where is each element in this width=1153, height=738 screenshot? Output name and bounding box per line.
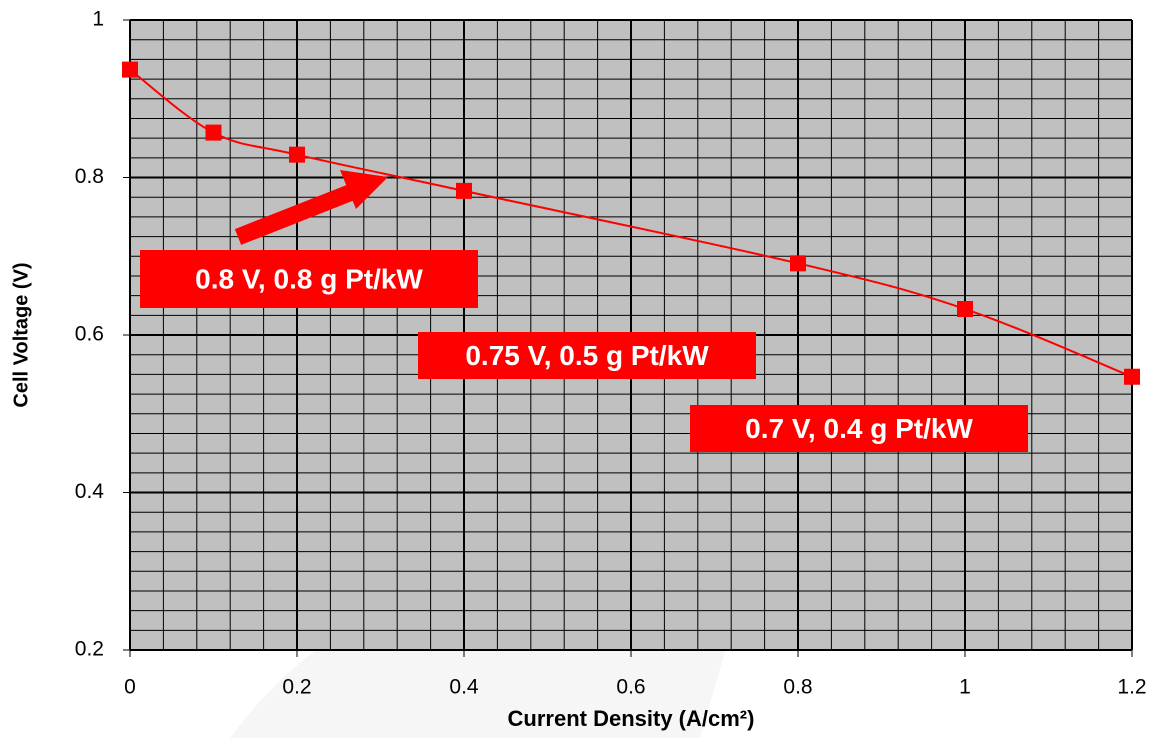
- x-tick-label: 0.2: [282, 676, 311, 699]
- annotation-text: 0.7 V, 0.4 g Pt/kW: [745, 413, 973, 444]
- annotation-box: [140, 250, 478, 308]
- annotations: 0.8 V, 0.8 g Pt/kW 0.75 V, 0.5 g Pt/kW 0.7…: [140, 170, 1028, 452]
- x-axis-label: Current Density (A/cm²): [508, 706, 755, 731]
- x-tick-label: 0: [124, 676, 136, 699]
- data-point: [957, 301, 973, 318]
- x-tick-label: 0.4: [449, 676, 479, 699]
- y-axis-label: Cell Voltage (V): [10, 262, 32, 407]
- annotation-text: 0.75 V, 0.5 g Pt/kW: [465, 340, 709, 371]
- y-tick-label: 0.8: [75, 165, 104, 188]
- x-tick-label: 0.8: [783, 676, 812, 699]
- arrow-head: [340, 170, 388, 209]
- y-tick-label: 1: [92, 8, 104, 31]
- x-tick-label: 1: [959, 676, 971, 699]
- marks: [122, 61, 1140, 385]
- data-point: [456, 182, 472, 199]
- x-tick-label: 0.6: [616, 676, 645, 699]
- data-point: [790, 255, 806, 272]
- y-tick-label: 0.2: [75, 638, 104, 661]
- x-tick-label: 1.2: [1117, 676, 1146, 699]
- data-point: [289, 146, 305, 163]
- data-point: [1124, 368, 1140, 385]
- grid: 0 0.2 0.4 0.6 0.8 1 1.2 0.2 0.4 0.6 0.8 1: [75, 8, 1147, 699]
- y-tick-label: 0.6: [75, 323, 104, 346]
- annotation-text: 0.8 V, 0.8 g Pt/kW: [195, 263, 423, 294]
- annotation-box: [690, 405, 1028, 452]
- arrow-shaft: [234, 184, 356, 245]
- data-point: [122, 61, 138, 78]
- y-tick-label: 0.4: [75, 480, 105, 503]
- data-point: [205, 124, 222, 141]
- annotation-box: [418, 332, 756, 379]
